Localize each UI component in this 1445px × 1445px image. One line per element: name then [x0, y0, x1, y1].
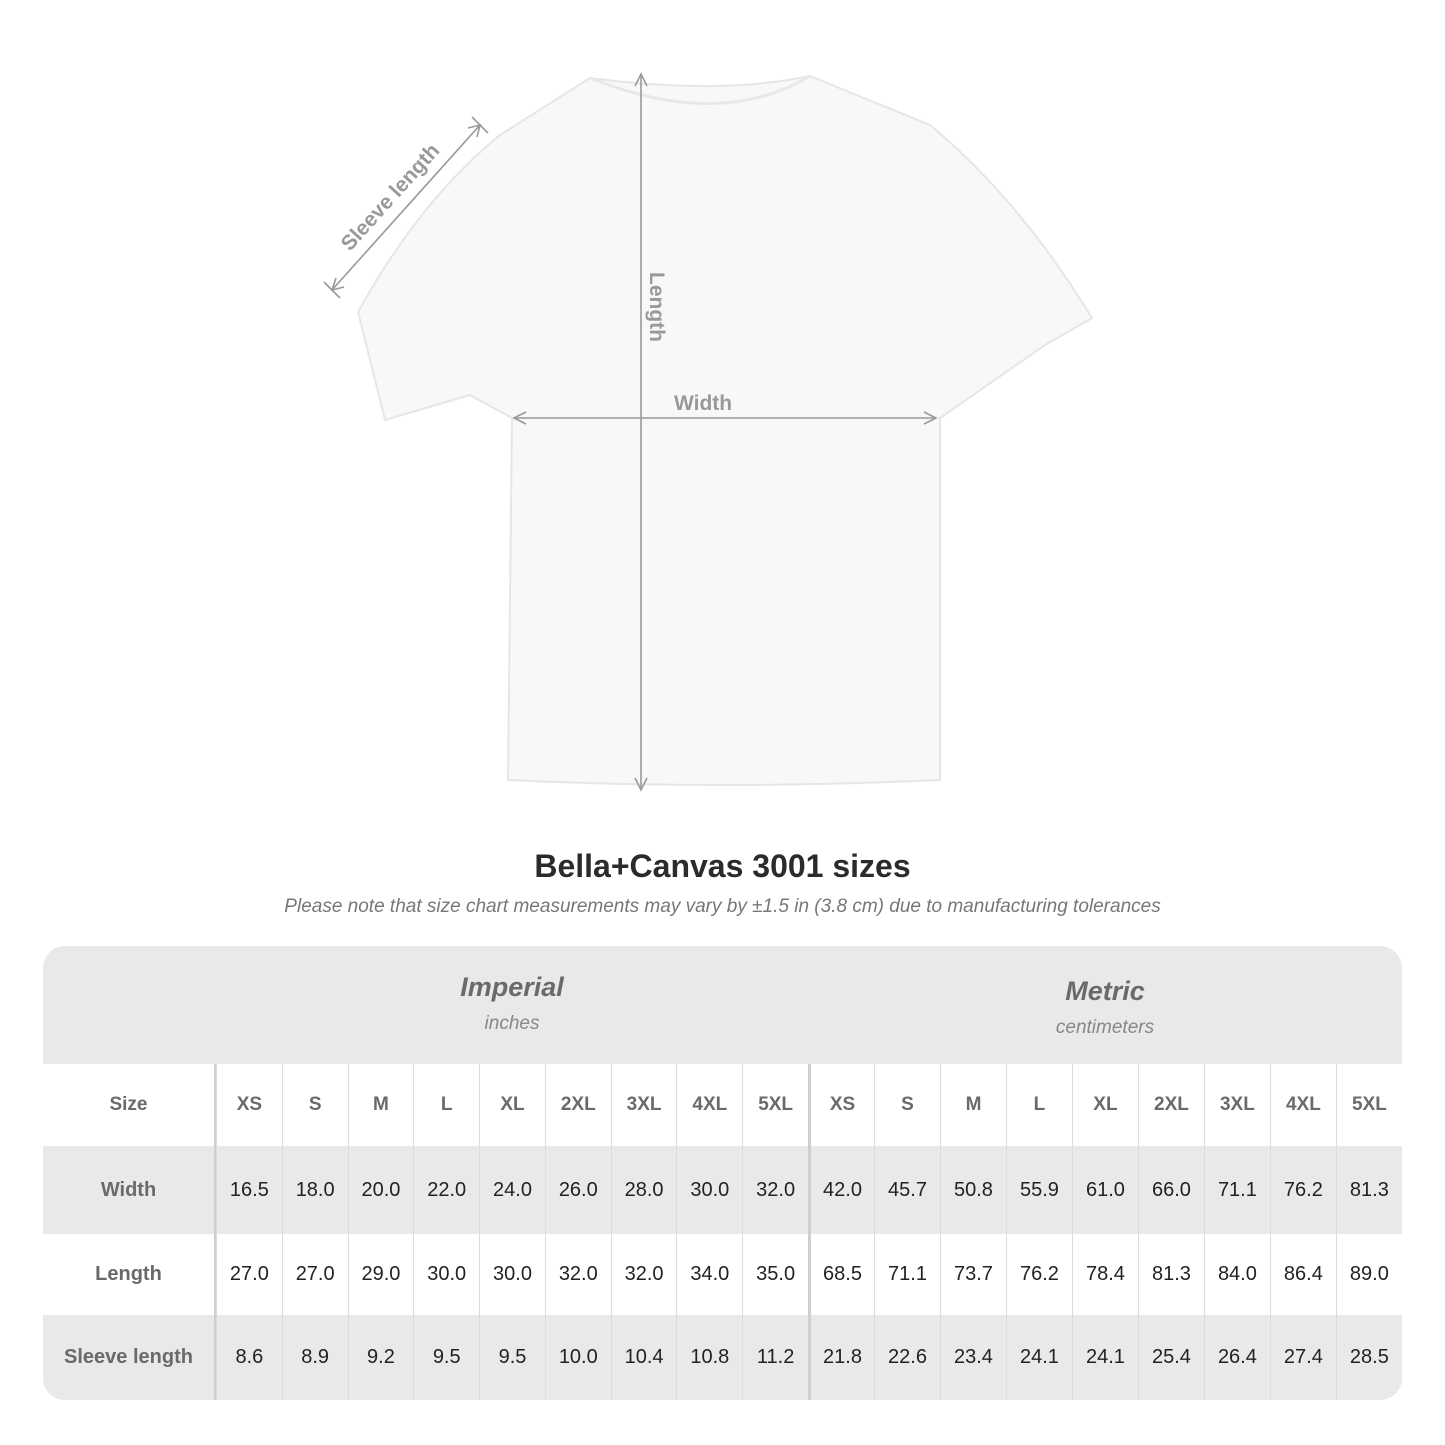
size-header-row: Size XS S M L XL 2XL 3XL 4XL 5XL XS S M L XL 2XL 3XL 4XL 5… [43, 1064, 1402, 1146]
size-column-header: S [281, 1064, 348, 1146]
table-cell: 18.0 [281, 1146, 348, 1234]
table-cell: 21.8 [808, 1315, 874, 1400]
table-cell: 16.5 [215, 1146, 282, 1234]
row-label: Sleeve length [43, 1315, 216, 1400]
table-cell: 27.0 [215, 1234, 282, 1315]
table-cell: 61.0 [1071, 1146, 1138, 1234]
metric-label: Metric [1065, 976, 1145, 1006]
table-cell: 10.4 [610, 1315, 677, 1400]
table-cell: 81.3 [1137, 1234, 1204, 1315]
table-cell: 24.1 [1005, 1315, 1072, 1400]
table-cell: 68.5 [808, 1234, 874, 1315]
table-cell: 9.5 [479, 1315, 545, 1400]
tshirt-shape [356, 74, 1094, 786]
size-column-header: M [939, 1064, 1006, 1146]
table-cell: 86.4 [1269, 1234, 1336, 1315]
size-column-header: XS [808, 1064, 874, 1146]
table-cell: 76.2 [1269, 1146, 1336, 1234]
table-cell: 32.0 [742, 1146, 808, 1234]
table-cell: 20.0 [347, 1146, 414, 1234]
table-cell: 24.1 [1071, 1315, 1138, 1400]
length-label: Length [645, 272, 668, 342]
size-column-header: XL [1071, 1064, 1138, 1146]
table-cell: 29.0 [347, 1234, 414, 1315]
table-cell: 28.5 [1335, 1315, 1402, 1400]
size-column-header: 5XL [742, 1064, 808, 1146]
size-column-header: M [347, 1064, 414, 1146]
size-column-header: 2XL [1137, 1064, 1204, 1146]
table-cell: 27.4 [1269, 1315, 1336, 1400]
table-cell: 22.6 [874, 1315, 940, 1400]
tshirt-diagram: Sleeve length Length Width [323, 72, 1094, 792]
size-column-header: 3XL [1203, 1064, 1270, 1146]
size-column-header: XS [215, 1064, 282, 1146]
row-label: Length [43, 1234, 216, 1315]
size-column-header: 5XL [1335, 1064, 1402, 1146]
imperial-label: Imperial [460, 972, 564, 1002]
table-cell: 42.0 [808, 1146, 874, 1234]
table-cell: 10.8 [676, 1315, 742, 1400]
size-column-header: 4XL [676, 1064, 742, 1146]
table-cell: 9.5 [413, 1315, 479, 1400]
table-cell: 30.0 [479, 1234, 545, 1315]
table-cell: 26.4 [1203, 1315, 1270, 1400]
table-cell: 55.9 [1005, 1146, 1072, 1234]
table-cell: 78.4 [1071, 1234, 1138, 1315]
table-cell: 22.0 [413, 1146, 479, 1234]
page-title: Bella+Canvas 3001 sizes [534, 848, 911, 884]
table-cell: 25.4 [1137, 1315, 1204, 1400]
metric-unit: centimeters [1055, 1017, 1155, 1038]
imperial-header: Imperial inches [216, 946, 808, 1064]
size-column-header: L [1005, 1064, 1072, 1146]
table-cell: 24.0 [479, 1146, 545, 1234]
table-cell: 26.0 [544, 1146, 611, 1234]
table-cell: 10.0 [544, 1315, 611, 1400]
imperial-unit: inches [484, 1013, 540, 1034]
table-cell: 76.2 [1005, 1234, 1072, 1315]
size-column-header: L [413, 1064, 479, 1146]
table-row: Width 16.5 18.0 20.0 22.0 24.0 26.0 28.0 30.0 32.… [43, 1146, 1402, 1234]
table-cell: 8.9 [281, 1315, 348, 1400]
size-column-header: S [874, 1064, 940, 1146]
metric-header: Metric centimeters [808, 946, 1402, 1064]
table-cell: 23.4 [939, 1315, 1006, 1400]
table-cell: 27.0 [281, 1234, 348, 1315]
table-cell: 71.1 [874, 1234, 940, 1315]
size-column-header: 4XL [1269, 1064, 1336, 1146]
table-cell: 81.3 [1335, 1146, 1402, 1234]
table-cell: 71.1 [1203, 1146, 1270, 1234]
tolerance-note: Please note that size chart measurements… [284, 896, 1161, 917]
table-cell: 50.8 [939, 1146, 1006, 1234]
width-label: Width [674, 392, 732, 415]
table-row: Sleeve length 8.6 8.9 9.2 9.5 9.5 10.0 10.4 10.8… [43, 1315, 1402, 1400]
table-row: Length 27.0 27.0 29.0 30.0 30.0 32.0 32.0 34.0 35… [43, 1234, 1402, 1315]
size-column-header: 2XL [544, 1064, 611, 1146]
table-cell: 66.0 [1137, 1146, 1204, 1234]
table-cell: 73.7 [939, 1234, 1006, 1315]
table-cell: 35.0 [742, 1234, 808, 1315]
size-header: Size [43, 1064, 216, 1146]
table-cell: 45.7 [874, 1146, 940, 1234]
table-cell: 32.0 [544, 1234, 611, 1315]
size-column-header: 3XL [610, 1064, 677, 1146]
table-cell: 32.0 [610, 1234, 677, 1315]
table-cell: 89.0 [1335, 1234, 1402, 1315]
table-cell: 9.2 [347, 1315, 414, 1400]
table-cell: 11.2 [742, 1315, 808, 1400]
table-cell: 8.6 [215, 1315, 282, 1400]
table-cell: 84.0 [1203, 1234, 1270, 1315]
table-cell: 28.0 [610, 1146, 677, 1234]
row-label: Width [43, 1146, 216, 1234]
table-cell: 34.0 [676, 1234, 742, 1315]
table-cell: 30.0 [413, 1234, 479, 1315]
size-table: Imperial inches Metric centimeters Size X… [43, 946, 1402, 1400]
table-cell: 30.0 [676, 1146, 742, 1234]
size-column-header: XL [479, 1064, 545, 1146]
